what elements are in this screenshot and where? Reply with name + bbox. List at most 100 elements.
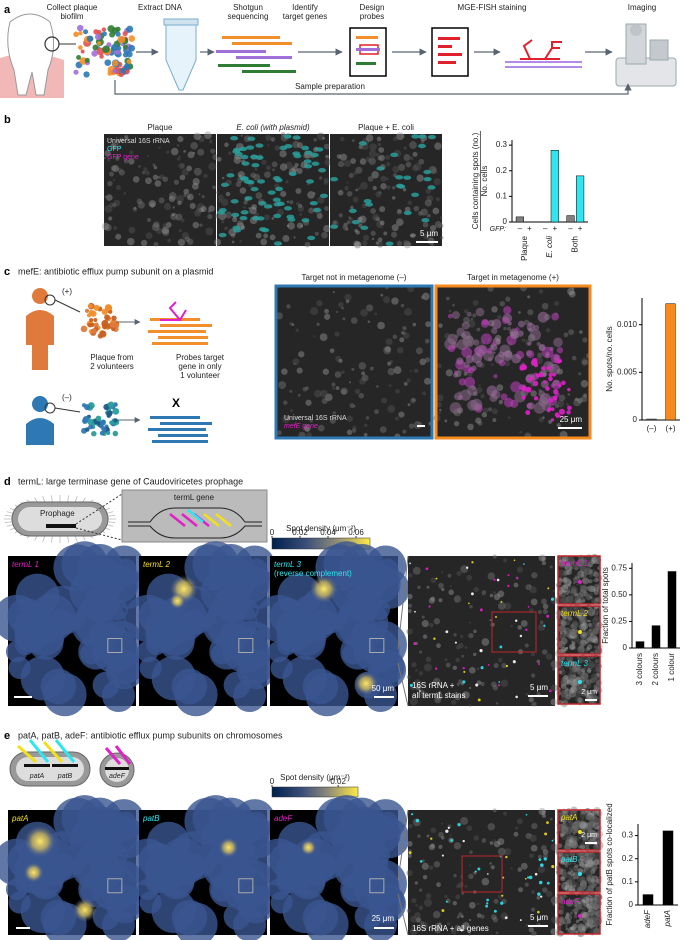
texture bbox=[565, 562, 571, 568]
texture bbox=[445, 296, 450, 301]
spike bbox=[67, 535, 70, 543]
micrograph bbox=[408, 810, 555, 935]
texture bbox=[105, 226, 109, 230]
texture bbox=[236, 220, 244, 227]
texture bbox=[525, 410, 531, 416]
texture bbox=[111, 164, 120, 173]
texture bbox=[476, 327, 481, 332]
texture bbox=[319, 389, 328, 398]
texture bbox=[571, 591, 578, 599]
density-blob bbox=[171, 668, 208, 705]
texture bbox=[183, 149, 186, 153]
texture bbox=[528, 927, 534, 933]
texture bbox=[212, 185, 216, 190]
texture bbox=[587, 909, 595, 917]
texture bbox=[76, 54, 81, 60]
texture bbox=[594, 577, 599, 583]
frame-neg bbox=[274, 284, 434, 440]
texture bbox=[407, 840, 413, 847]
cell bbox=[257, 179, 266, 184]
texture bbox=[570, 875, 575, 880]
texture bbox=[534, 872, 538, 876]
y-tick-label: 0.1 bbox=[622, 877, 634, 886]
texture bbox=[441, 836, 445, 840]
texture bbox=[425, 893, 432, 899]
texture bbox=[146, 154, 149, 157]
texture bbox=[463, 670, 466, 673]
label: a bbox=[4, 4, 11, 16]
texture bbox=[569, 643, 576, 650]
texture bbox=[240, 134, 244, 137]
texture bbox=[581, 899, 585, 903]
texture bbox=[476, 667, 480, 670]
texture bbox=[586, 831, 593, 838]
texture bbox=[207, 213, 213, 220]
texture bbox=[577, 612, 585, 621]
texture bbox=[468, 602, 470, 605]
density-blob bbox=[14, 634, 36, 656]
texture bbox=[403, 381, 408, 386]
texture bbox=[581, 832, 587, 839]
texture bbox=[391, 196, 396, 200]
cell bbox=[315, 147, 324, 152]
texture bbox=[586, 855, 592, 862]
label: probes bbox=[360, 12, 384, 21]
texture bbox=[552, 395, 558, 401]
texture bbox=[560, 917, 564, 921]
texture bbox=[126, 51, 133, 58]
texture bbox=[153, 241, 159, 247]
density-blob bbox=[315, 797, 363, 845]
texture bbox=[567, 393, 571, 396]
texture bbox=[313, 389, 322, 398]
cell bbox=[423, 177, 432, 182]
texture bbox=[579, 812, 586, 819]
texture bbox=[274, 145, 281, 151]
texture bbox=[122, 30, 128, 37]
texture bbox=[567, 819, 571, 824]
density-blob bbox=[370, 649, 405, 684]
texture bbox=[372, 213, 380, 222]
texture bbox=[476, 680, 482, 685]
texture bbox=[513, 582, 519, 588]
texture bbox=[565, 595, 574, 604]
texture bbox=[567, 587, 571, 591]
texture bbox=[581, 621, 586, 626]
label: 5 μm bbox=[530, 683, 548, 692]
texture bbox=[126, 237, 135, 246]
texture bbox=[573, 908, 580, 915]
texture bbox=[385, 177, 389, 181]
texture bbox=[590, 559, 596, 565]
texture bbox=[80, 49, 85, 54]
texture bbox=[409, 233, 414, 238]
texture bbox=[558, 582, 562, 586]
texture bbox=[91, 430, 97, 437]
texture bbox=[586, 668, 592, 673]
texture bbox=[562, 675, 570, 683]
texture bbox=[109, 31, 116, 38]
texture bbox=[345, 299, 350, 304]
texture bbox=[375, 191, 382, 198]
texture bbox=[593, 688, 599, 694]
texture bbox=[568, 290, 576, 298]
texture bbox=[568, 628, 577, 637]
texture bbox=[112, 178, 116, 182]
texture bbox=[594, 923, 599, 928]
micrograph bbox=[277, 287, 431, 437]
texture bbox=[269, 234, 276, 241]
texture bbox=[579, 589, 587, 597]
cell bbox=[376, 166, 385, 171]
texture bbox=[455, 657, 461, 663]
texture bbox=[582, 680, 585, 683]
texture bbox=[426, 585, 430, 589]
texture bbox=[513, 559, 516, 562]
series-label: + bbox=[552, 224, 557, 233]
cell bbox=[411, 134, 420, 139]
texture bbox=[533, 324, 540, 331]
texture bbox=[586, 908, 590, 912]
cell bbox=[232, 225, 241, 231]
texture bbox=[112, 202, 117, 208]
texture bbox=[445, 829, 449, 833]
texture bbox=[172, 206, 175, 209]
texture bbox=[414, 881, 418, 885]
texture bbox=[148, 203, 151, 206]
